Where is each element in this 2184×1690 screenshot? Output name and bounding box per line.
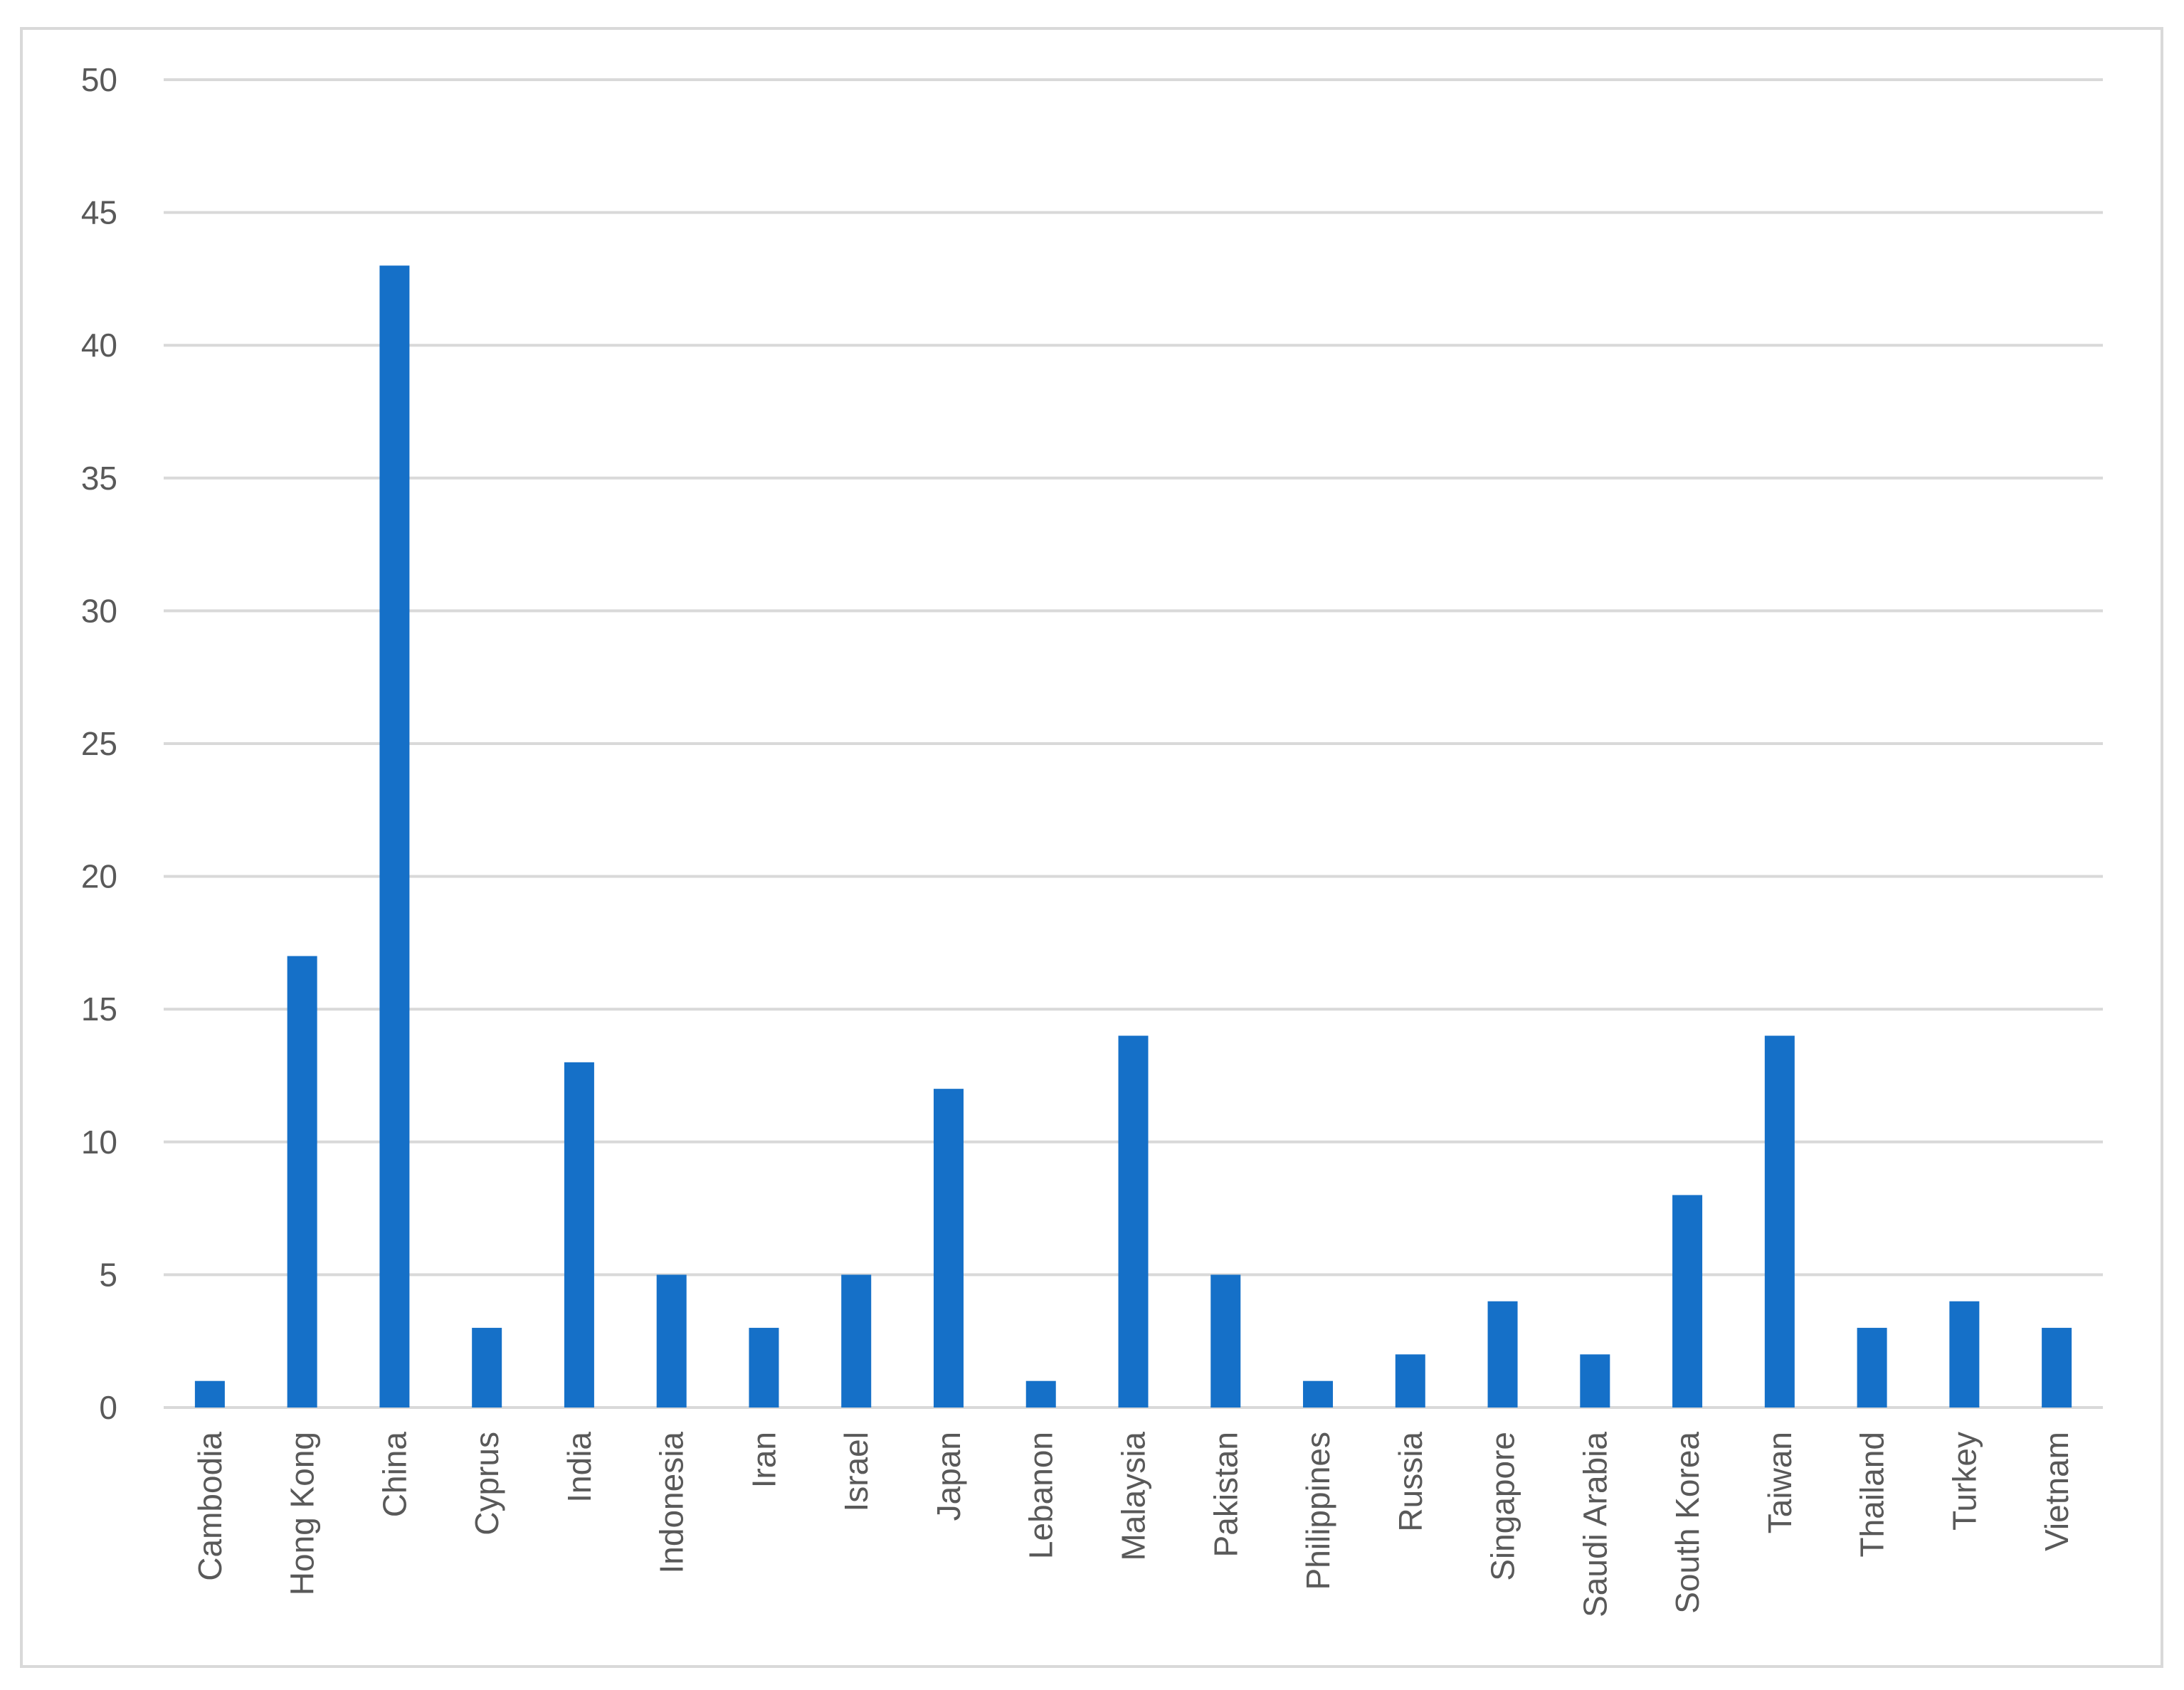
bar-pakistan bbox=[1210, 1274, 1241, 1408]
bar-taiwan bbox=[1764, 1035, 1795, 1408]
y-tick-label: 15 bbox=[81, 991, 117, 1028]
x-category-label: India bbox=[561, 1432, 598, 1503]
chart-frame bbox=[20, 27, 2163, 1668]
x-category-label: Lebanon bbox=[1023, 1432, 1060, 1559]
bar-vietnam bbox=[2042, 1328, 2072, 1408]
x-category-label: Hong Kong bbox=[284, 1432, 321, 1595]
x-category-label: Taiwan bbox=[1761, 1432, 1798, 1533]
bar-india bbox=[564, 1062, 594, 1408]
y-tick-label: 35 bbox=[81, 460, 117, 497]
bar-israel bbox=[841, 1274, 872, 1408]
x-category-label: Indonesia bbox=[653, 1432, 690, 1574]
bar-cyprus bbox=[472, 1328, 502, 1408]
x-category-label: Israel bbox=[838, 1432, 875, 1511]
x-category-label: Philippines bbox=[1299, 1432, 1336, 1590]
x-category-label: Vietnam bbox=[2038, 1432, 2075, 1551]
y-tick-label: 0 bbox=[99, 1389, 117, 1426]
bars bbox=[194, 265, 2072, 1408]
bar-turkey bbox=[1949, 1301, 1980, 1408]
bar-iran bbox=[749, 1328, 779, 1408]
bar-japan bbox=[933, 1089, 964, 1408]
x-category-label: Malaysia bbox=[1115, 1432, 1152, 1561]
bar-cambodia bbox=[194, 1380, 225, 1408]
bar-lebanon bbox=[1025, 1380, 1056, 1408]
x-category-label: Cambodia bbox=[191, 1432, 228, 1581]
bar-saudi-arabia bbox=[1580, 1354, 1610, 1408]
x-category-label: Saudi Arabia bbox=[1576, 1432, 1613, 1617]
x-category-label: Pakistan bbox=[1207, 1432, 1244, 1557]
y-tick-label: 10 bbox=[81, 1124, 117, 1161]
x-category-label: Iran bbox=[745, 1432, 782, 1488]
x-category-label: Cyprus bbox=[468, 1432, 505, 1536]
x-axis-category-labels: Cambodia Hong Kong China Cyprus India Indones… bbox=[191, 1432, 2075, 1617]
bar-malaysia bbox=[1118, 1035, 1149, 1408]
y-tick-label: 40 bbox=[81, 327, 117, 364]
y-tick-label: 5 bbox=[99, 1256, 117, 1293]
bar-philippines bbox=[1303, 1380, 1334, 1408]
x-category-label: Japan bbox=[930, 1432, 967, 1521]
x-category-label: South Korea bbox=[1669, 1432, 1706, 1614]
x-category-label: Turkey bbox=[1946, 1432, 1983, 1531]
bar-singapore bbox=[1487, 1301, 1518, 1408]
bar-china bbox=[379, 265, 410, 1408]
y-tick-label: 30 bbox=[81, 592, 117, 629]
x-category-label: Russia bbox=[1392, 1432, 1429, 1532]
y-axis-tick-labels: 0 5 10 15 20 25 30 35 40 45 50 bbox=[81, 61, 117, 1426]
bar-russia bbox=[1395, 1354, 1425, 1408]
y-tick-label: 25 bbox=[81, 725, 117, 762]
y-tick-label: 20 bbox=[81, 858, 117, 895]
x-category-label: China bbox=[376, 1432, 413, 1518]
bar-south-korea bbox=[1672, 1195, 1703, 1408]
y-tick-label: 50 bbox=[81, 61, 117, 98]
x-category-label: Singapore bbox=[1484, 1432, 1521, 1581]
bar-indonesia bbox=[656, 1274, 687, 1408]
bar-hong-kong bbox=[287, 956, 317, 1408]
x-category-label: Thailand bbox=[1854, 1432, 1891, 1557]
bar-thailand bbox=[1857, 1328, 1887, 1408]
y-tick-label: 45 bbox=[81, 194, 117, 231]
